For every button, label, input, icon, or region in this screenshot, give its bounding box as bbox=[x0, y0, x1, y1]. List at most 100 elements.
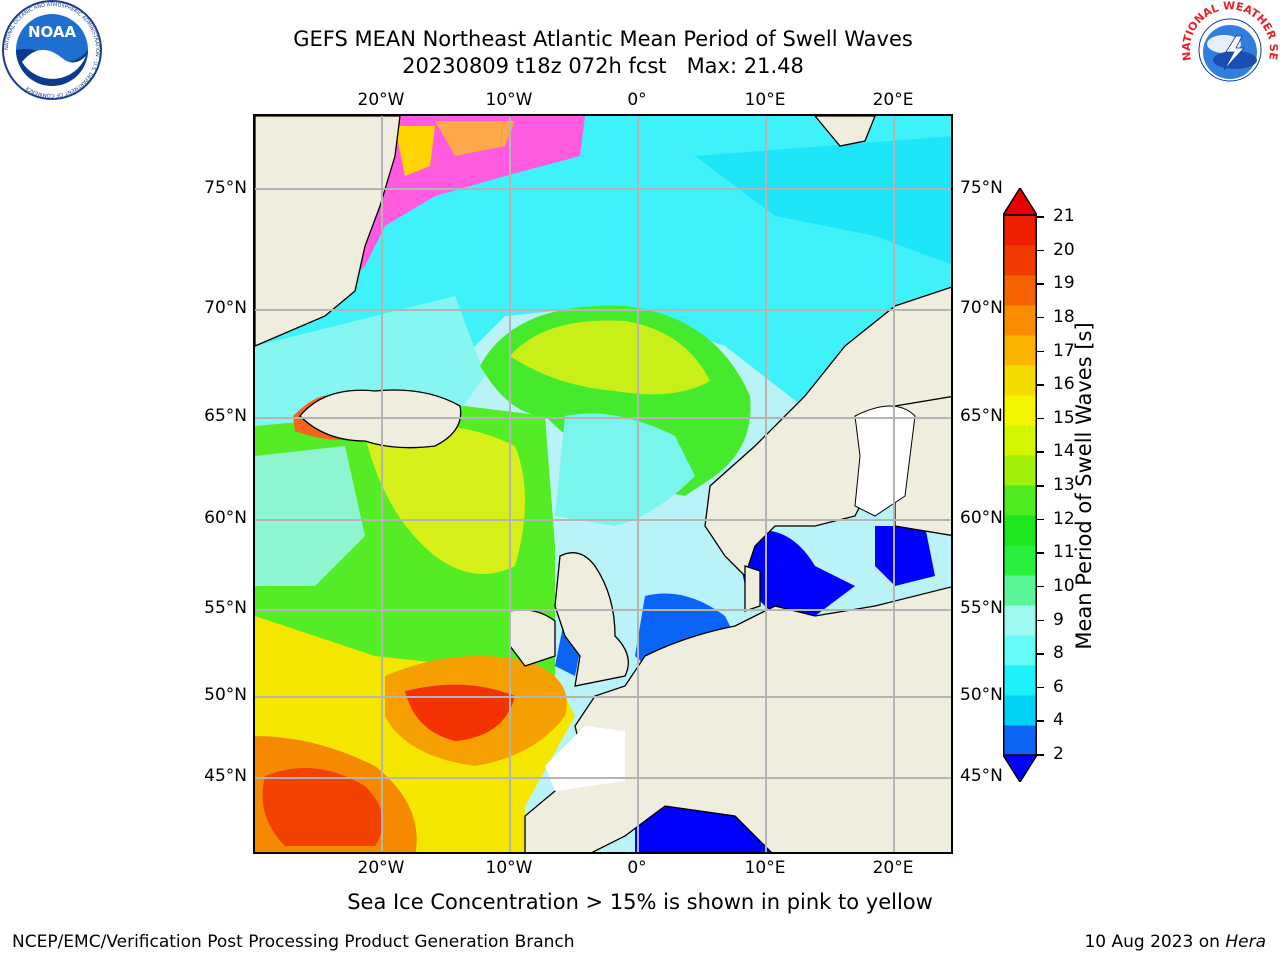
colorbar-tick-mark bbox=[1037, 485, 1044, 487]
lat-tick-right: 55°N bbox=[960, 598, 1003, 618]
colorbar-tick-label: 8 bbox=[1053, 643, 1064, 664]
lat-tick-left: 60°N bbox=[204, 508, 247, 528]
colorbar bbox=[1001, 186, 1039, 784]
colorbar-tick-label: 13 bbox=[1053, 475, 1075, 495]
lon-tick-top: 10°W bbox=[485, 90, 533, 110]
colorbar-tick-label: 12 bbox=[1053, 508, 1075, 529]
field-blue-baltic-east bbox=[875, 526, 935, 586]
field-yellow-norwegian bbox=[510, 320, 710, 395]
colorbar-label: Mean Period of Swell Waves [s] bbox=[1072, 322, 1096, 650]
colorbar-tick-mark bbox=[1037, 384, 1044, 386]
field-red-southwest bbox=[262, 768, 383, 846]
colorbar-segment bbox=[1003, 545, 1037, 576]
lat-tick-right: 70°N bbox=[960, 298, 1003, 318]
lon-tick-top: 20°E bbox=[872, 90, 914, 110]
colorbar-tick-mark bbox=[1037, 451, 1044, 453]
lat-tick-left: 55°N bbox=[204, 598, 247, 618]
graticule bbox=[255, 116, 951, 852]
colorbar-segment bbox=[1003, 605, 1037, 636]
colorbar-tick-mark bbox=[1037, 249, 1044, 252]
colorbar-segment bbox=[1003, 695, 1037, 726]
lat-tick-right: 65°N bbox=[960, 406, 1003, 426]
colorbar-tick-label: 2 bbox=[1053, 744, 1064, 764]
credit-right: 10 Aug 2023 on Hera bbox=[1084, 932, 1266, 952]
colorbar-tick-label: 19 bbox=[1053, 273, 1075, 294]
lon-tick-bottom: 0° bbox=[627, 858, 647, 878]
field-cyan-norway-coast bbox=[555, 413, 695, 526]
colorbar-segment bbox=[1003, 455, 1037, 486]
baltic-white bbox=[854, 405, 916, 517]
colorbar-tick-label: 6 bbox=[1053, 676, 1064, 697]
lat-tick-right: 50°N bbox=[960, 685, 1003, 705]
field-cyan-barents bbox=[695, 136, 951, 265]
credit-host: Hera bbox=[1225, 932, 1266, 952]
colorbar-tick-label: 17 bbox=[1053, 340, 1075, 361]
svalbard-land bbox=[814, 116, 876, 147]
lon-tick-top: 0° bbox=[627, 90, 647, 110]
title-line-1: GEFS MEAN Northeast Atlantic Mean Period… bbox=[293, 27, 913, 51]
colorbar-tick-label: 14 bbox=[1053, 441, 1075, 462]
colorbar-tick-label: 21 bbox=[1053, 206, 1075, 226]
greenland-land bbox=[255, 116, 401, 347]
credit-left: NCEP/EMC/Verification Post Processing Pr… bbox=[12, 932, 575, 952]
lon-tick-bottom: 20°W bbox=[357, 858, 405, 878]
field-red-biscay bbox=[405, 684, 515, 741]
colorbar-segment bbox=[1003, 395, 1037, 426]
lon-tick-bottom: 10°W bbox=[485, 858, 533, 878]
colorbar-tick-mark bbox=[1037, 686, 1044, 689]
nws-logo: NATIONAL WEATHER SERVICE bbox=[1176, 0, 1280, 100]
colorbar-segment bbox=[1003, 215, 1037, 246]
colorbar-outline bbox=[1003, 214, 1037, 756]
colorbar-segment bbox=[1003, 635, 1037, 666]
lon-tick-top: 20°W bbox=[357, 90, 405, 110]
lon-tick-bottom: 20°E bbox=[872, 858, 914, 878]
colorbar-segment bbox=[1003, 425, 1037, 456]
colorbar-tip-high bbox=[1001, 186, 1039, 216]
colorbar-tick-mark bbox=[1037, 316, 1044, 319]
colorbar-tick-mark bbox=[1037, 754, 1044, 756]
colorbar-tick-label: 20 bbox=[1053, 239, 1075, 260]
sea-ice-caption: Sea Ice Concentration > 15% is shown in … bbox=[347, 890, 933, 914]
jutland-land bbox=[744, 565, 761, 612]
colorbar-segment bbox=[1003, 515, 1037, 546]
gb-land bbox=[554, 552, 629, 687]
noaa-logo-text: NOAA bbox=[28, 23, 77, 41]
lat-tick-left: 65°N bbox=[204, 406, 247, 426]
colorbar-tick-mark bbox=[1037, 518, 1044, 521]
sea-ice-orange bbox=[435, 121, 515, 156]
colorbar-tick-mark bbox=[1037, 653, 1044, 655]
colorbar-tick-mark bbox=[1037, 283, 1044, 285]
swell-period-map bbox=[253, 114, 953, 854]
colorbar-segment bbox=[1003, 305, 1037, 336]
colorbar-tick-mark bbox=[1037, 552, 1044, 554]
colorbar-segment bbox=[1003, 725, 1037, 756]
title-line-2: 20230809 t18z 072h fcst Max: 21.48 bbox=[402, 54, 804, 78]
colorbar-segment bbox=[1003, 485, 1037, 516]
lat-tick-left: 50°N bbox=[204, 685, 247, 705]
lat-tick-right: 45°N bbox=[960, 766, 1003, 786]
colorbar-tick-mark bbox=[1037, 417, 1044, 420]
lat-tick-right: 60°N bbox=[960, 508, 1003, 528]
colorbar-tick-label: 15 bbox=[1053, 407, 1075, 428]
credit-date: 10 Aug 2023 on bbox=[1084, 932, 1226, 952]
colorbar-segment bbox=[1003, 245, 1037, 276]
colorbar-tick-mark bbox=[1037, 585, 1044, 588]
lat-tick-left: 45°N bbox=[204, 766, 247, 786]
field-blue-north-sea bbox=[635, 593, 735, 666]
field-yellow-atlantic bbox=[365, 425, 525, 574]
colorbar-tick-label: 16 bbox=[1053, 374, 1075, 395]
colorbar-tick-mark bbox=[1037, 216, 1044, 218]
colorbar-tick-label: 11 bbox=[1053, 542, 1075, 563]
field-light-atlantic bbox=[255, 446, 365, 586]
colorbar-tick-label: 10 bbox=[1053, 575, 1075, 596]
colorbar-segment bbox=[1003, 575, 1037, 606]
lat-tick-left: 70°N bbox=[204, 298, 247, 318]
lat-tick-right: 75°N bbox=[960, 178, 1003, 198]
colorbar-tick-mark bbox=[1037, 350, 1044, 352]
noaa-logo: NOAA NATIONAL OCEANIC AND ATMOSPHERIC AD… bbox=[0, 0, 106, 102]
colorbar-segment bbox=[1003, 275, 1037, 306]
lat-tick-left: 75°N bbox=[204, 178, 247, 198]
biscay-white bbox=[545, 726, 625, 791]
colorbar-tick-label: 18 bbox=[1053, 306, 1075, 327]
lon-tick-bottom: 10°E bbox=[744, 858, 786, 878]
